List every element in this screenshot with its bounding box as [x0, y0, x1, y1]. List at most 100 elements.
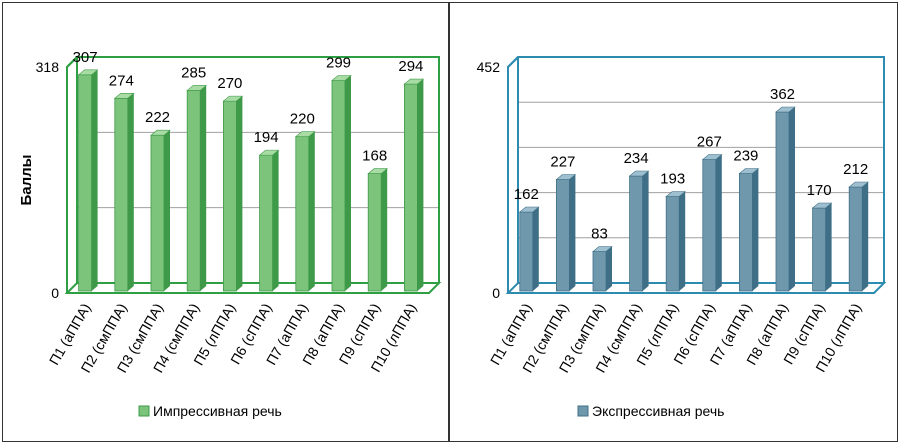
bar-top [775, 106, 796, 113]
bar-side [752, 168, 759, 291]
bar-front [222, 100, 237, 292]
bar-front [259, 154, 274, 292]
bar [628, 170, 650, 292]
y-tick-label: 452 [477, 59, 501, 75]
bar [113, 92, 135, 292]
data-label: 239 [733, 148, 758, 165]
bar-front [812, 207, 827, 292]
bar-top [848, 181, 870, 188]
expressive-speech-panel: 0 452 162 П1 (аППА) 227 П2 (смППА) 83 П3 (смППА… [449, 2, 898, 442]
bar-front [702, 159, 717, 292]
data-label: 168 [362, 148, 387, 165]
plot-frame [505, 56, 887, 294]
legend: Экспрессивная речь [577, 403, 724, 419]
data-label: 162 [514, 186, 539, 203]
bar-top [222, 95, 244, 102]
bar [518, 206, 540, 292]
bar-top [294, 131, 316, 137]
bar-side [308, 131, 315, 291]
bar-side [569, 174, 576, 291]
data-label: 222 [145, 109, 170, 126]
bar-top [331, 75, 352, 81]
legend: Импрессивная речь [138, 403, 282, 419]
bar [811, 202, 833, 292]
bar-top [518, 206, 540, 213]
bar-side [532, 207, 539, 291]
bar-top [701, 154, 723, 160]
impressive-speech-panel: 0 318 Баллы 307 П1 (аППА) 274 П2 (смППА) 222 П3 … [2, 2, 449, 442]
bar-side [381, 168, 388, 291]
data-label: 267 [697, 134, 722, 151]
bar-side [715, 154, 722, 291]
bar [294, 131, 316, 292]
bar [592, 246, 613, 292]
legend-swatch [577, 405, 589, 417]
frame-floor [505, 282, 887, 294]
bar-side [417, 79, 424, 291]
data-label: 299 [326, 55, 351, 72]
bar-top [628, 170, 650, 177]
bar [367, 168, 389, 292]
data-label: 220 [290, 111, 315, 128]
data-label: 307 [73, 49, 98, 66]
data-label: 234 [624, 150, 649, 167]
bar-side [345, 75, 351, 291]
bar [222, 95, 244, 292]
bar-front [150, 134, 165, 292]
frame-top-edge [507, 56, 519, 68]
y-tick-label: 0 [51, 285, 59, 301]
frame-floor [64, 282, 442, 294]
bars [518, 106, 870, 292]
bar [77, 69, 99, 292]
bar-front [592, 251, 607, 292]
bar-side [236, 96, 243, 291]
bar-side [862, 182, 869, 291]
data-label: 227 [550, 154, 575, 171]
bar-top [811, 202, 833, 209]
bar-front [738, 173, 753, 292]
bar-top [258, 149, 280, 156]
bar-top [592, 246, 613, 252]
bar-side [606, 246, 612, 291]
bar [186, 85, 208, 292]
bar-side [642, 171, 649, 291]
bar-front [186, 90, 201, 292]
bar [701, 154, 723, 292]
bar-side [679, 191, 686, 291]
y-axis-label: Баллы [18, 155, 35, 206]
data-label: 170 [807, 182, 832, 199]
bar-top [113, 92, 135, 99]
bar-front [403, 83, 418, 292]
bar [150, 129, 171, 292]
bar-front [848, 186, 863, 292]
bar-front [629, 175, 644, 292]
data-label: 294 [398, 58, 423, 75]
data-label: 83 [591, 226, 608, 243]
bar-side [789, 107, 795, 291]
data-label: 362 [770, 86, 795, 103]
bar-side [164, 130, 170, 291]
bar-top [738, 168, 760, 174]
bar-front [665, 196, 680, 292]
y-tick-label: 318 [36, 59, 60, 75]
bars [77, 69, 425, 292]
data-label: 194 [254, 129, 279, 146]
bar-side [272, 150, 279, 291]
bar-front [78, 74, 92, 292]
bar [775, 106, 796, 292]
data-label: 212 [843, 161, 868, 178]
bar [848, 181, 870, 292]
bar-side [825, 203, 832, 291]
bar-front [367, 173, 382, 292]
bar [331, 75, 352, 292]
bar-front [775, 111, 790, 292]
bar-front [295, 136, 310, 292]
data-label: 193 [660, 171, 685, 188]
frame-top-edge [66, 56, 78, 68]
bar [555, 174, 577, 292]
bar-front [556, 179, 570, 292]
data-label: 274 [109, 72, 134, 89]
